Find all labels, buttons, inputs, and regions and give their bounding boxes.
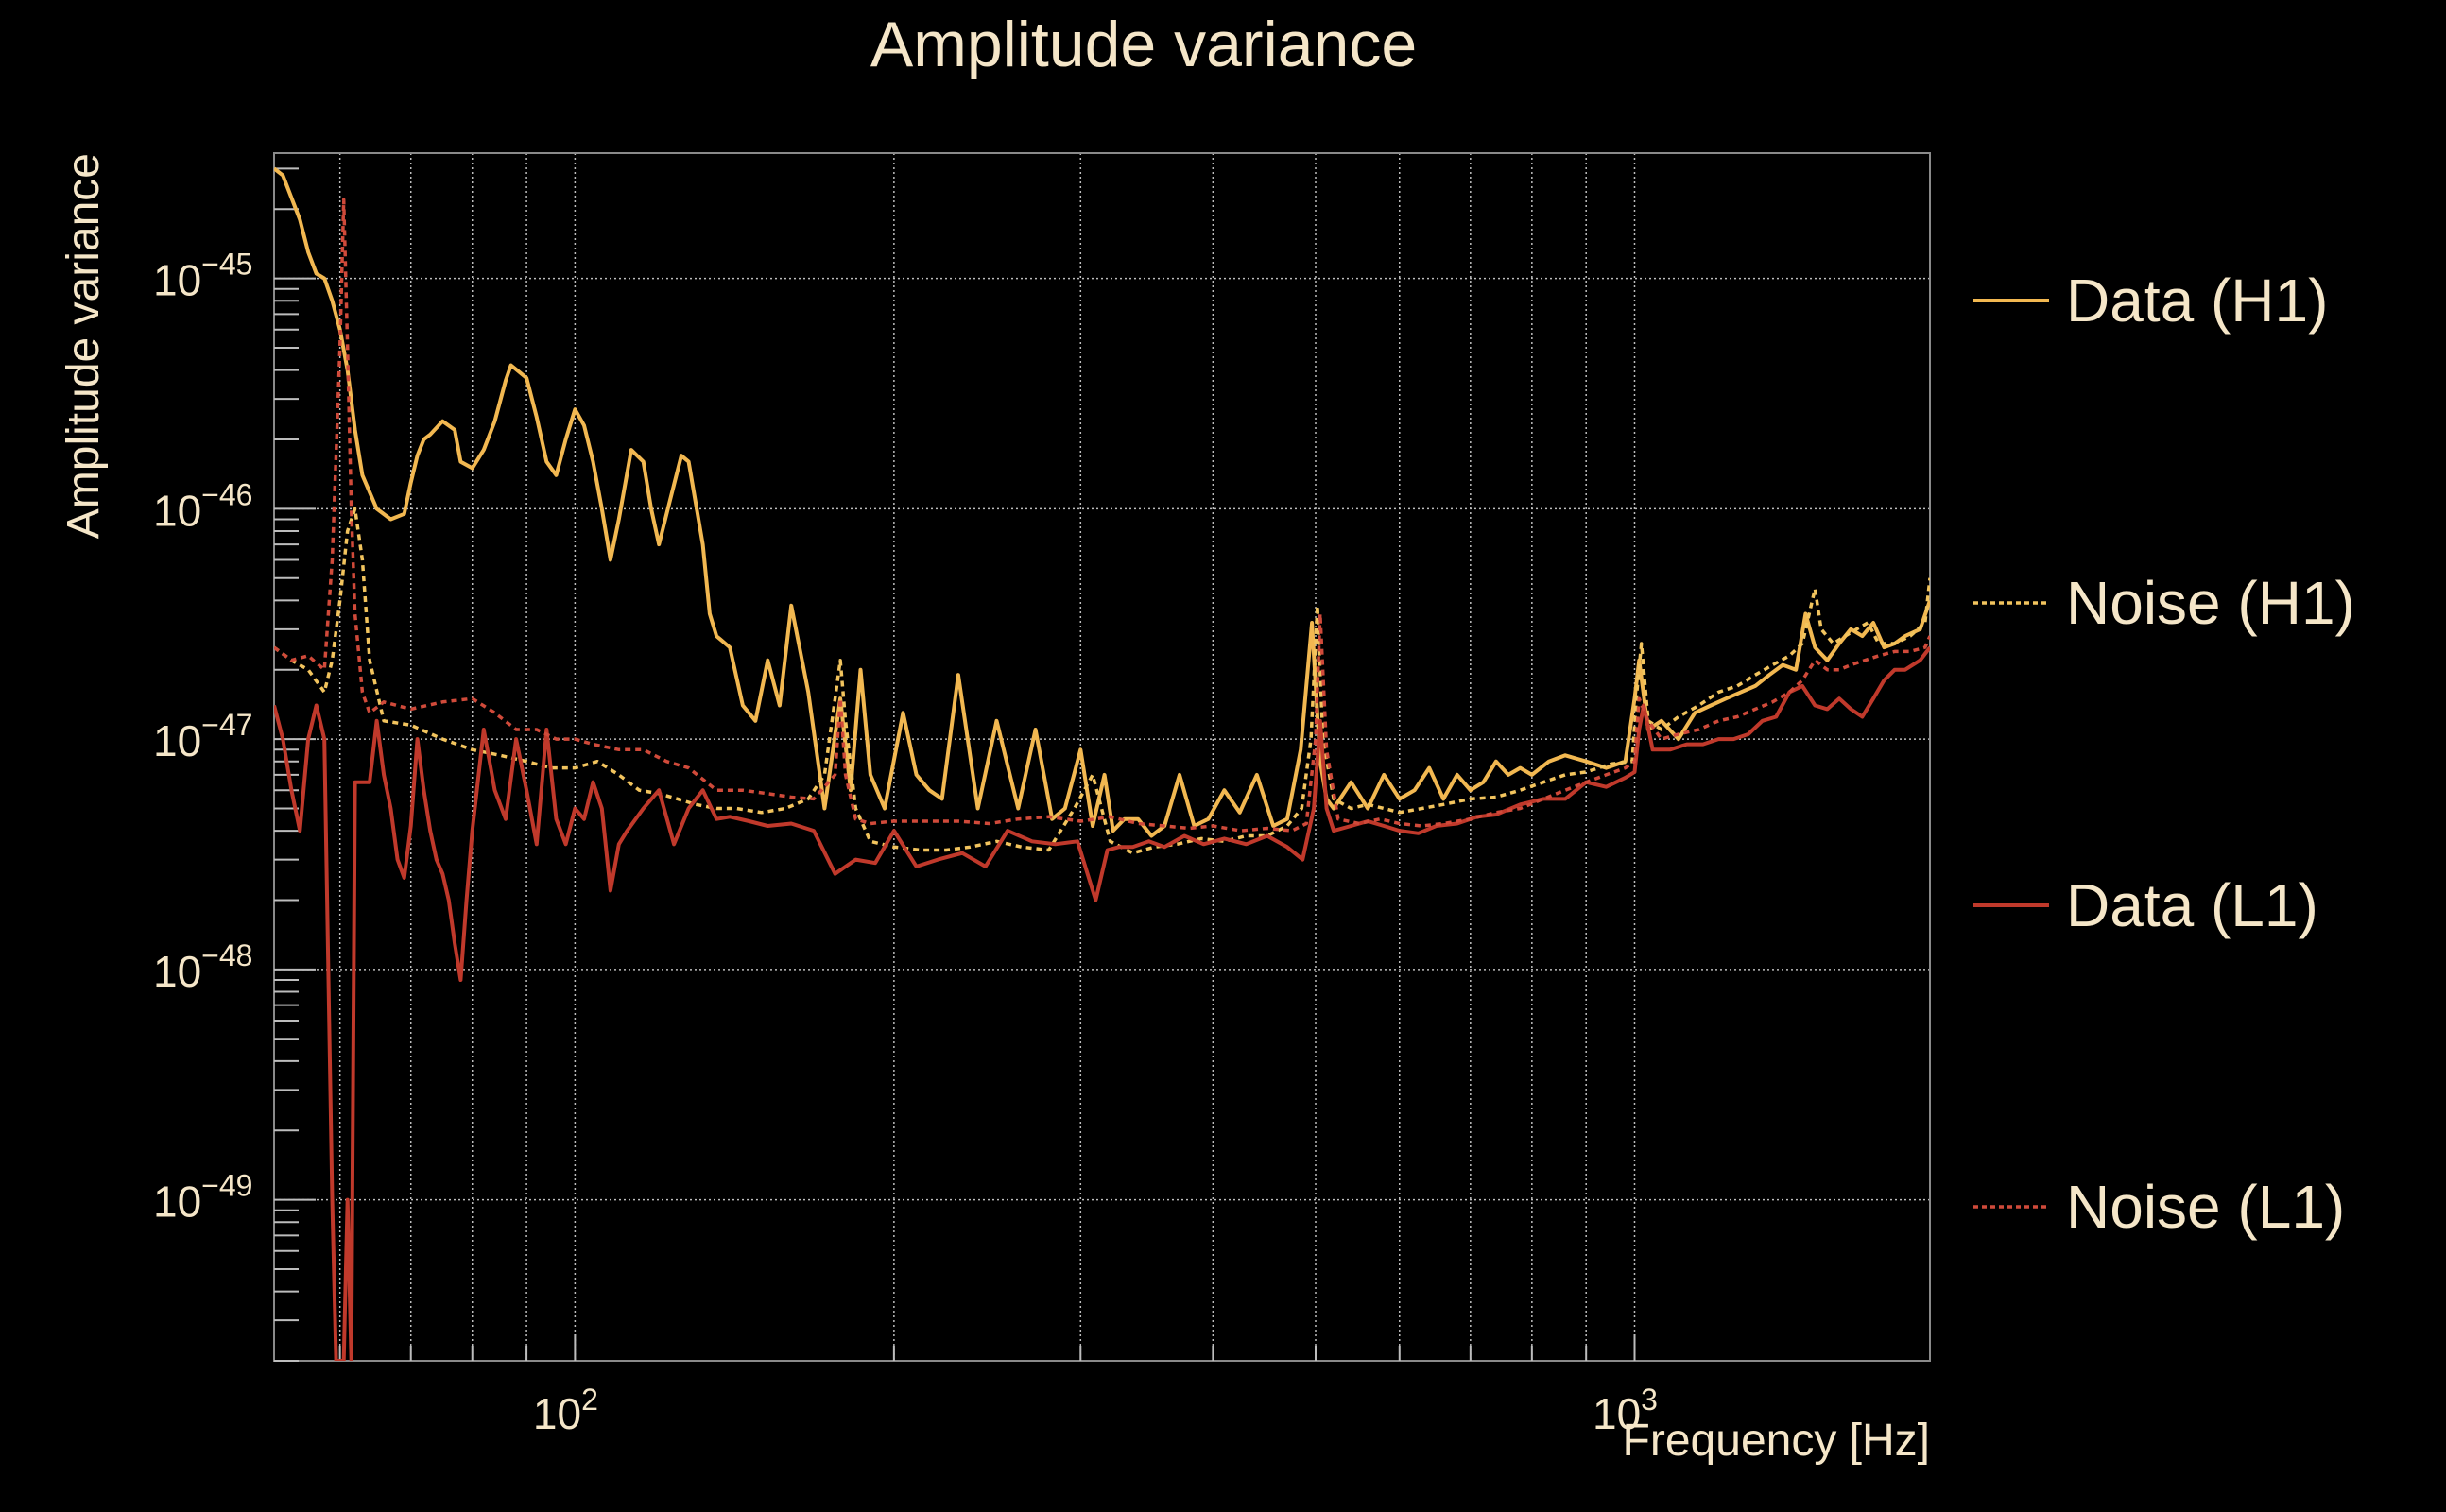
- y-tick-label: 10−49: [153, 1169, 252, 1227]
- chart-grid: [274, 153, 1930, 1361]
- series-line-4: [274, 198, 1930, 833]
- chart-title: Amplitude variance: [870, 9, 1417, 80]
- legend-label-2: Noise (H1): [2066, 569, 2355, 637]
- legend-label-1: Data (H1): [2066, 266, 2328, 335]
- series-layer: [274, 166, 1930, 1361]
- plot-frame: [273, 152, 1931, 1362]
- legend: Data (H1) Noise (H1) Data (L1) Noise (L1): [1973, 266, 2355, 1241]
- series-line-1: [274, 166, 1930, 838]
- y-tick-label: 10−47: [153, 708, 252, 765]
- axis-tick-labels: 102 103 10−45 10−46 10−47 10−48 10−49: [153, 248, 1658, 1438]
- y-tick-label: 10−46: [153, 477, 252, 535]
- series-line-2: [274, 507, 1930, 855]
- x-tick-label: 102: [533, 1383, 598, 1438]
- series-line-3: [274, 645, 1930, 1361]
- x-tick-label: 103: [1593, 1383, 1658, 1438]
- y-tick-label: 10−45: [153, 248, 252, 305]
- legend-label-3: Data (L1): [2066, 871, 2318, 939]
- legend-label-4: Noise (L1): [2066, 1173, 2345, 1241]
- y-axis-label: Amplitude variance: [59, 153, 109, 539]
- x-axis-label: Frequency [Hz]: [1623, 1416, 1930, 1466]
- y-tick-label: 10−48: [153, 938, 252, 996]
